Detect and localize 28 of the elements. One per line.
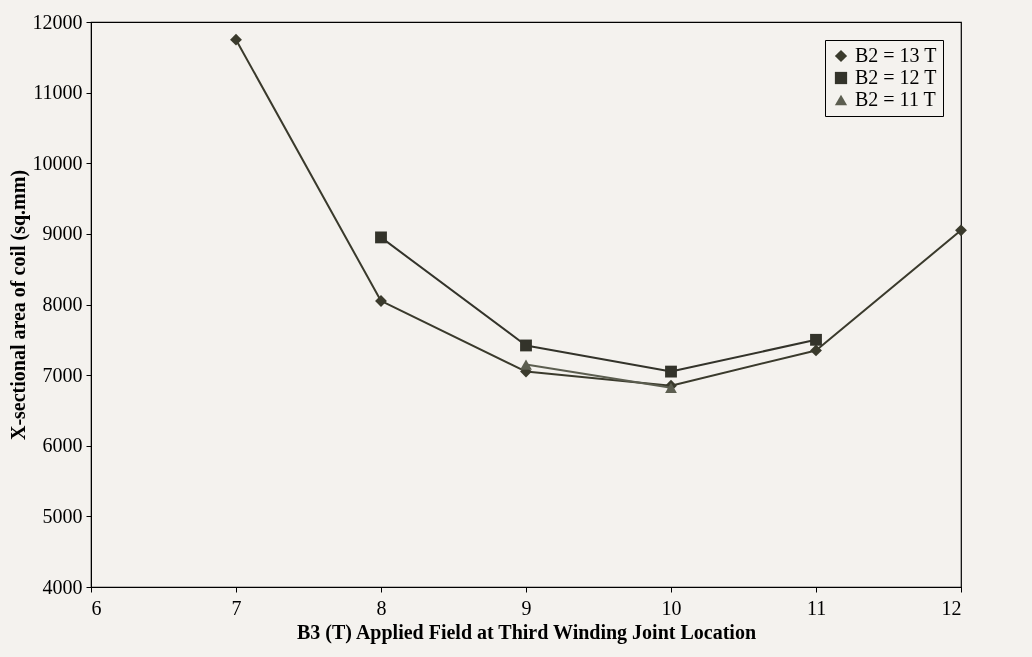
y-tick-label: 9000 [42,222,83,245]
y-tick-label: 12000 [32,10,83,33]
y-tick-label: 10000 [32,151,83,174]
legend-label: B2 = 12 T [855,66,937,88]
legend-label: B2 = 11 T [855,88,936,110]
y-tick-label: 5000 [42,504,83,527]
y-tick-label: 4000 [42,575,83,598]
legend-label: B2 = 13 T [855,44,937,66]
x-tick-label: 12 [941,596,962,619]
x-tick-label: 10 [661,596,682,619]
x-tick-label: 8 [376,596,387,619]
point [810,344,822,357]
point [665,365,677,378]
y-tick-label: 6000 [42,434,83,457]
x-tick-label: 9 [521,596,532,619]
y-axis-title: X-sectional area of coil (sq.mm) [6,169,30,441]
x-axis-title: B3 (T) Applied Field at Third Winding Joint Location [296,620,757,644]
y-tick-label: 7000 [42,363,83,386]
point [520,339,532,352]
point [375,231,387,244]
x-tick-label: 11 [806,596,827,619]
x-tick-label: 7 [231,596,242,619]
point [955,224,967,237]
y-tick-label: 8000 [42,293,83,315]
point [230,33,242,46]
y-tick-label: 11000 [33,81,83,104]
point [810,333,822,346]
x-tick-label: 6 [91,596,102,619]
